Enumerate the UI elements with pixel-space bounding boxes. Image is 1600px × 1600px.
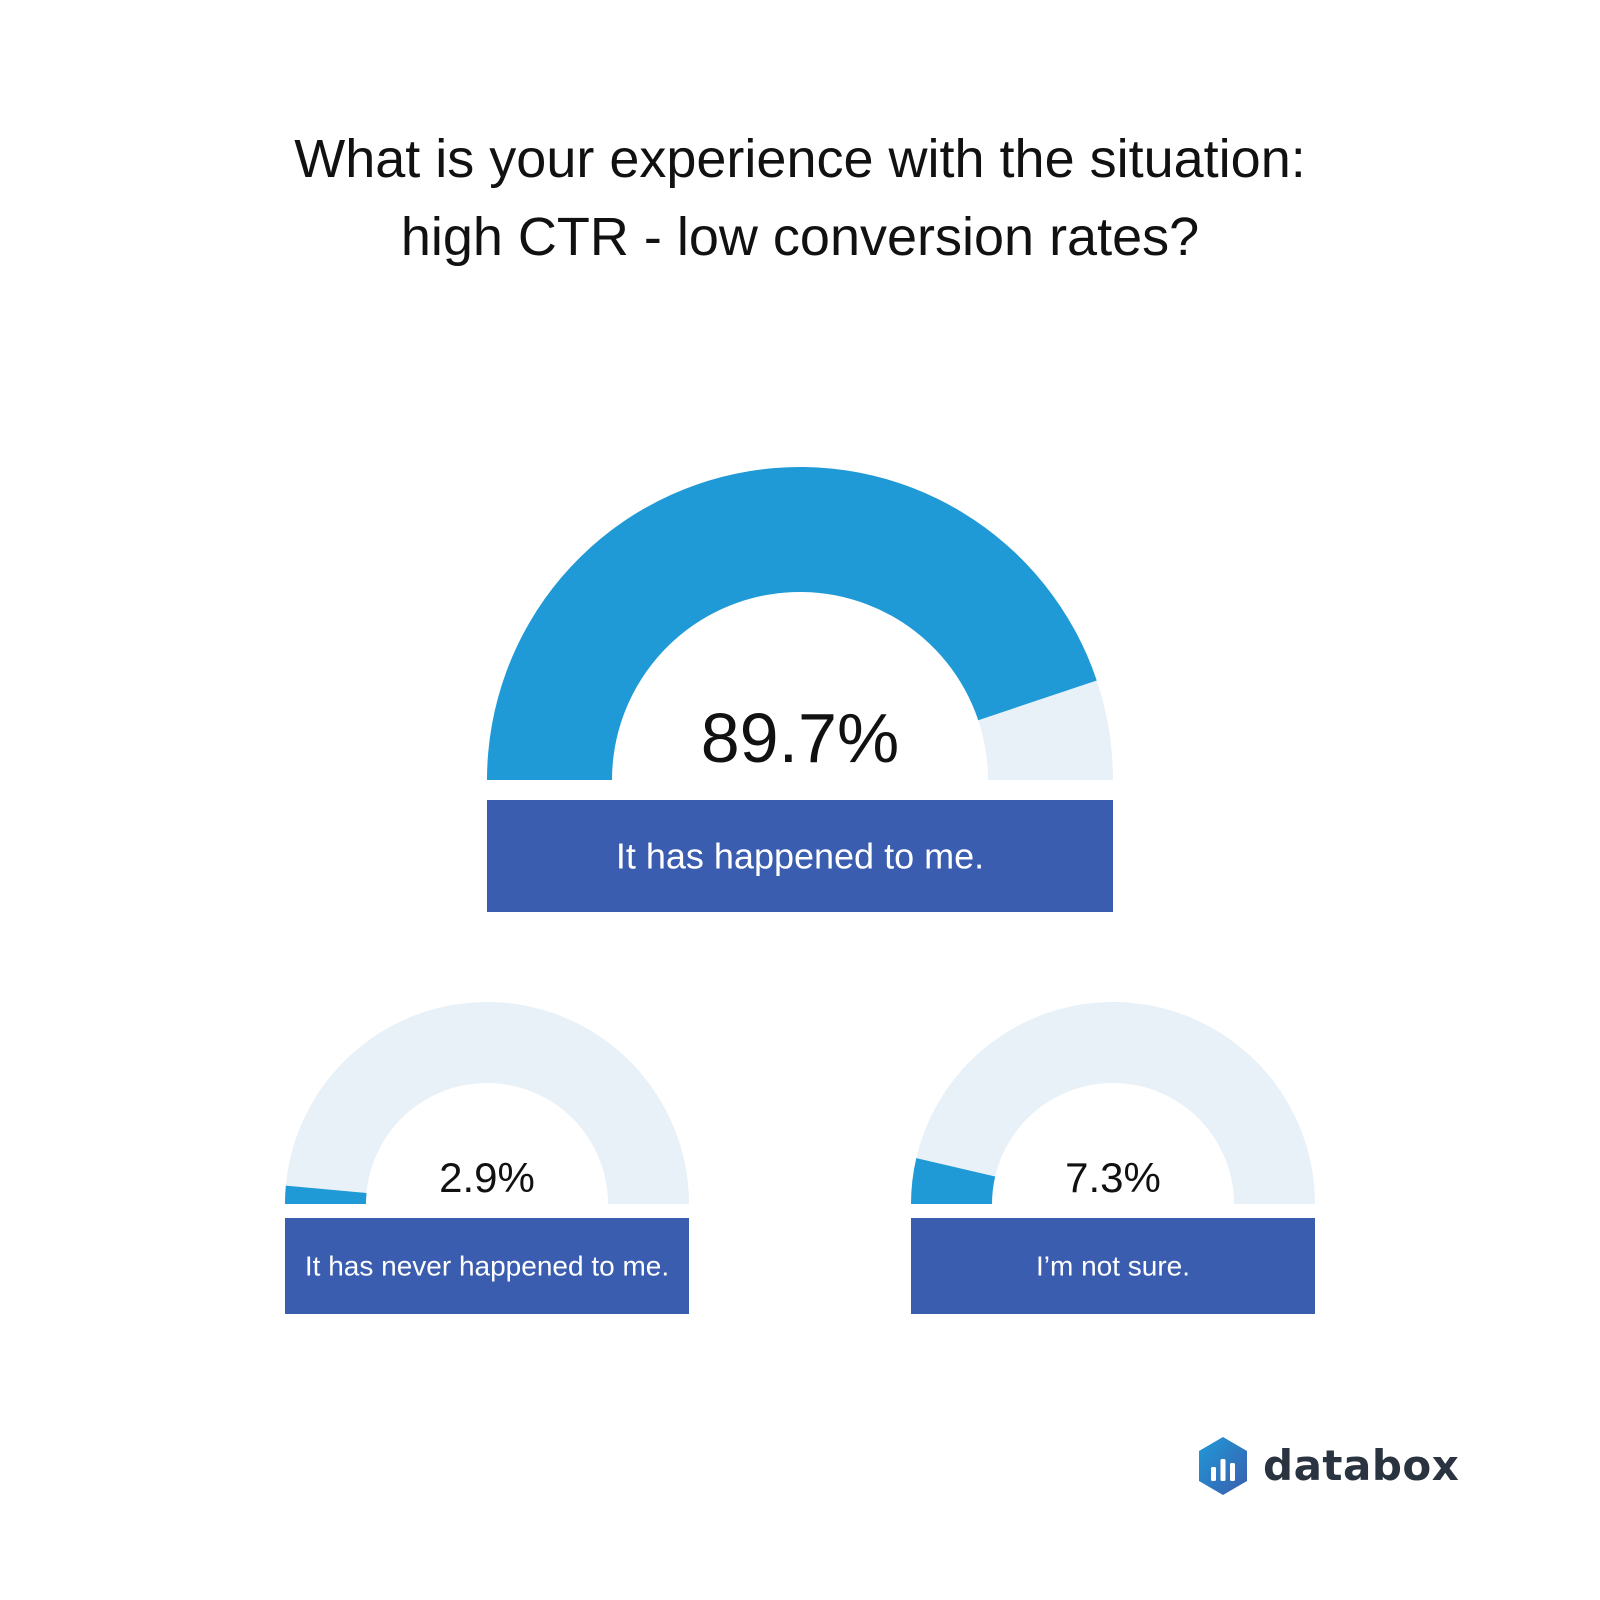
- databox-logo-icon: [1199, 1437, 1247, 1495]
- databox-logo: databox: [1195, 1435, 1459, 1505]
- chart-title: What is your experience with the situati…: [0, 120, 1600, 276]
- gauge-label-box: [285, 1218, 689, 1314]
- gauge-value-label: 89.7%: [701, 699, 899, 777]
- gauge-fill: [911, 1158, 996, 1204]
- gauge-fill: [487, 466, 1097, 780]
- gauge-1: 89.7% It has happened to me.: [487, 466, 1113, 912]
- gauge-track: [916, 1002, 1315, 1204]
- gauge-category-label: It has happened to me.: [616, 836, 984, 877]
- chart-title-line-1: What is your experience with the situati…: [294, 129, 1306, 189]
- chart-title-line-2: high CTR - low conversion rates?: [400, 207, 1200, 267]
- gauge-2: 2.9% It has never happened to me.: [285, 1002, 689, 1314]
- databox-logo-text: databox: [1263, 1441, 1460, 1490]
- gauge-fill: [285, 1185, 367, 1204]
- gauge-value-label: 7.3%: [1065, 1154, 1161, 1201]
- gauge-label-box: [911, 1218, 1315, 1314]
- gauge-track: [285, 1002, 689, 1204]
- gauge-value-label: 2.9%: [439, 1154, 535, 1201]
- gauge-category-label: It has never happened to me.: [305, 1251, 669, 1282]
- gauge-label-box: [487, 800, 1113, 912]
- gauge-track: [978, 680, 1113, 780]
- gauge-3: 7.3% I’m not sure.: [911, 1002, 1315, 1314]
- gauge-category-label: I’m not sure.: [1036, 1251, 1190, 1282]
